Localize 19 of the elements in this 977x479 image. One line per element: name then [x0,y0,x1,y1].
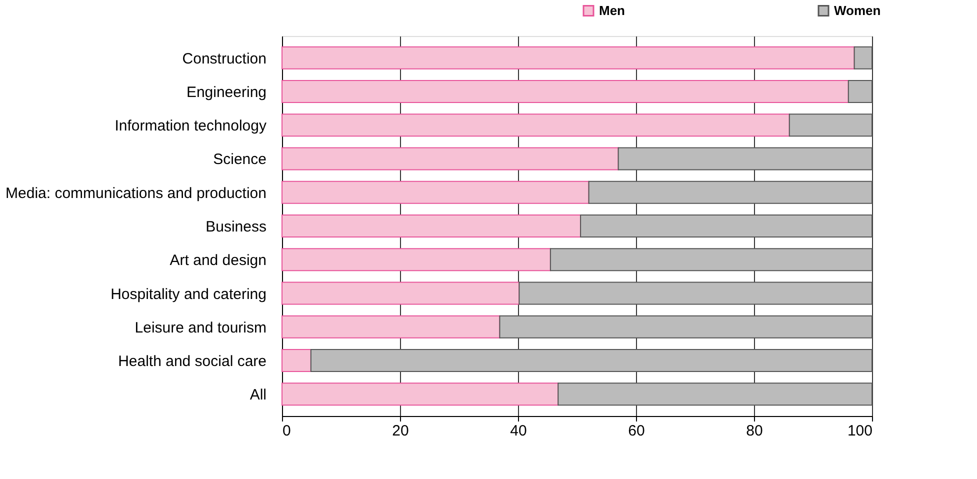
y-tick-label: Engineering [186,84,266,101]
x-tick-label: 0 [282,422,291,440]
x-tick-label: 100 [847,422,872,440]
x-tick-label: 20 [392,422,409,440]
y-tick-label: Media: communications and production [6,184,266,202]
y-tick-label: Construction [182,50,266,68]
y-tick-label: Leisure and tourism [134,319,266,336]
x-tick-label: 40 [510,422,527,440]
y-tick-label: Science [213,151,266,168]
y-tick-label: Art and design [170,252,266,270]
legend-label: Women [834,2,881,18]
x-tick-label: 80 [746,422,763,440]
y-tick-label: Business [206,218,266,236]
y-tick-label: Health and social care [118,353,266,370]
y-tick-label: Information technology [114,118,267,135]
legend-label: Men [599,2,626,18]
x-tick-label: 60 [628,422,645,440]
y-tick-label: Hospitality and catering [110,286,266,303]
y-tick-label: All [250,386,266,404]
